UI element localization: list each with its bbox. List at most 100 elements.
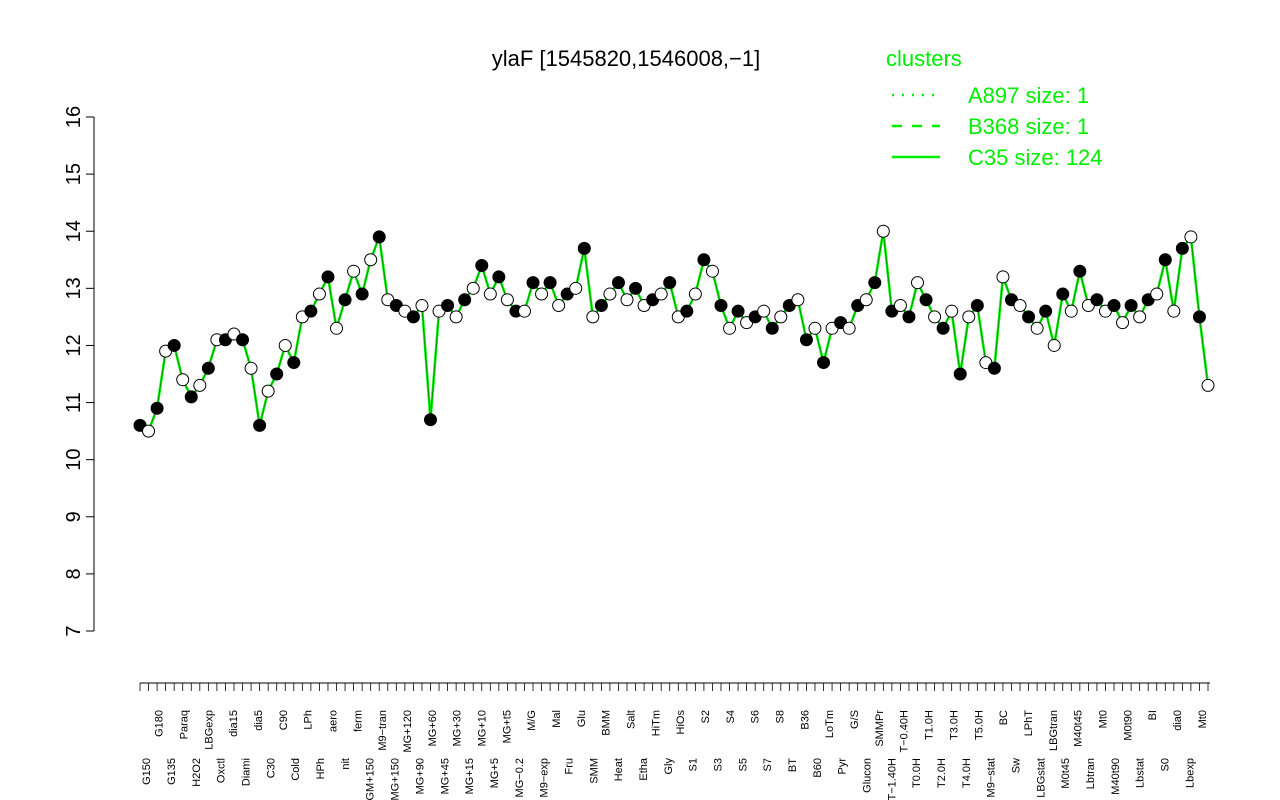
data-point bbox=[928, 310, 942, 324]
data-point bbox=[475, 258, 489, 272]
x-tick-label: LPh bbox=[303, 710, 315, 730]
x-tick-label: M40t45 bbox=[1073, 710, 1085, 747]
x-tick-label: C90 bbox=[278, 710, 290, 730]
data-point bbox=[304, 304, 318, 318]
x-tick-label: MG+10 bbox=[477, 710, 489, 746]
x-tick-label: Etha bbox=[638, 757, 650, 781]
data-point bbox=[1013, 298, 1027, 312]
x-tick-label: Lbtran bbox=[1085, 758, 1097, 789]
legend-entry-b368: B368 size: 1 bbox=[968, 114, 1089, 139]
x-tick-label: B60 bbox=[812, 758, 824, 778]
legend-entry-a897: A897 size: 1 bbox=[968, 83, 1089, 108]
x-tick-label: MG+t5 bbox=[501, 710, 513, 743]
x-tick-label: S8 bbox=[775, 710, 787, 723]
y-tick-label: 15 bbox=[63, 163, 85, 185]
x-tick-label: Fru bbox=[563, 758, 575, 775]
x-tick-label: T3.0H bbox=[948, 710, 960, 740]
x-tick-label: dia15 bbox=[228, 710, 240, 737]
data-point bbox=[1107, 298, 1121, 312]
y-tick-label: 7 bbox=[63, 625, 85, 636]
data-point bbox=[705, 264, 719, 278]
data-point bbox=[1133, 310, 1147, 324]
data-point bbox=[953, 367, 967, 381]
data-point bbox=[970, 298, 984, 312]
data-point bbox=[500, 293, 514, 307]
data-point bbox=[1158, 253, 1172, 267]
x-tick-label: S2 bbox=[700, 710, 712, 723]
y-tick-label: 10 bbox=[63, 449, 85, 471]
legend-title: clusters bbox=[886, 46, 962, 71]
x-tick-label: dia0 bbox=[1172, 710, 1184, 731]
data-point bbox=[142, 424, 156, 438]
x-tick-label: G135 bbox=[166, 758, 178, 785]
x-tick-label: LBGtran bbox=[1048, 710, 1060, 751]
x-tick-label: HiOs bbox=[675, 710, 687, 735]
data-point bbox=[859, 293, 873, 307]
data-point bbox=[996, 270, 1010, 284]
x-tick-label: Oxctl bbox=[216, 758, 228, 783]
data-point bbox=[441, 298, 455, 312]
data-point bbox=[1047, 338, 1061, 352]
data-point bbox=[338, 293, 352, 307]
x-tick-label: B36 bbox=[799, 710, 811, 730]
data-point bbox=[774, 310, 788, 324]
data-point bbox=[688, 287, 702, 301]
data-point bbox=[1039, 304, 1053, 318]
x-tick-label: Paraq bbox=[178, 710, 190, 739]
x-tick-label: S6 bbox=[750, 710, 762, 723]
legend-entry-c35: C35 size: 124 bbox=[968, 145, 1103, 170]
y-tick-label: 9 bbox=[63, 511, 85, 522]
x-tick-label: T2.0H bbox=[936, 758, 948, 788]
x-tick-label: nit bbox=[340, 758, 352, 770]
y-tick-label: 13 bbox=[63, 277, 85, 299]
x-tick-label: LPhT bbox=[1023, 710, 1035, 737]
x-tick-label: S0 bbox=[1160, 758, 1172, 771]
x-tick-label: S7 bbox=[762, 758, 774, 771]
data-point bbox=[603, 287, 617, 301]
data-point bbox=[372, 230, 386, 244]
data-point bbox=[569, 281, 583, 295]
data-point bbox=[483, 287, 497, 301]
x-tick-label: MG+5 bbox=[489, 758, 501, 788]
x-tick-label: G/S bbox=[849, 710, 861, 729]
data-point bbox=[1184, 230, 1198, 244]
x-tick-label: SMMPr bbox=[874, 710, 886, 747]
x-tick-label: Glucon bbox=[861, 758, 873, 793]
x-tick-label: MG+150 bbox=[390, 758, 402, 800]
y-tick-label: 8 bbox=[63, 568, 85, 579]
data-point bbox=[535, 287, 549, 301]
data-point bbox=[458, 293, 472, 307]
data-point bbox=[842, 321, 856, 335]
data-point bbox=[577, 241, 591, 255]
chart-title: ylaF [1545820,1546008,−1] bbox=[492, 46, 761, 71]
data-point bbox=[586, 310, 600, 324]
data-point bbox=[893, 298, 907, 312]
data-point bbox=[1192, 310, 1206, 324]
x-tick-label: MG+60 bbox=[427, 710, 439, 746]
data-point bbox=[765, 321, 779, 335]
data-point bbox=[1022, 310, 1036, 324]
x-tick-label: T1.0H bbox=[924, 710, 936, 740]
data-point bbox=[321, 270, 335, 284]
x-tick-label: G150 bbox=[141, 758, 153, 785]
x-tick-label: H2O2 bbox=[191, 758, 203, 787]
x-tick-label: HiTm bbox=[650, 710, 662, 736]
data-point bbox=[799, 333, 813, 347]
data-point bbox=[167, 338, 181, 352]
data-point bbox=[945, 304, 959, 318]
data-point bbox=[312, 287, 326, 301]
data-point bbox=[517, 304, 531, 318]
data-point bbox=[936, 321, 950, 335]
data-point bbox=[1056, 287, 1070, 301]
y-tick-label: 14 bbox=[63, 220, 85, 242]
data-point bbox=[1030, 321, 1044, 335]
data-point bbox=[176, 373, 190, 387]
x-tick-label: Glu bbox=[576, 710, 588, 727]
data-point bbox=[911, 276, 925, 290]
x-tick-label: Heat bbox=[613, 758, 625, 781]
x-tick-label: M0t90 bbox=[1122, 710, 1134, 741]
data-point bbox=[714, 298, 728, 312]
x-tick-label: LBGstat bbox=[1035, 758, 1047, 798]
x-tick-label: MG+45 bbox=[439, 758, 451, 794]
